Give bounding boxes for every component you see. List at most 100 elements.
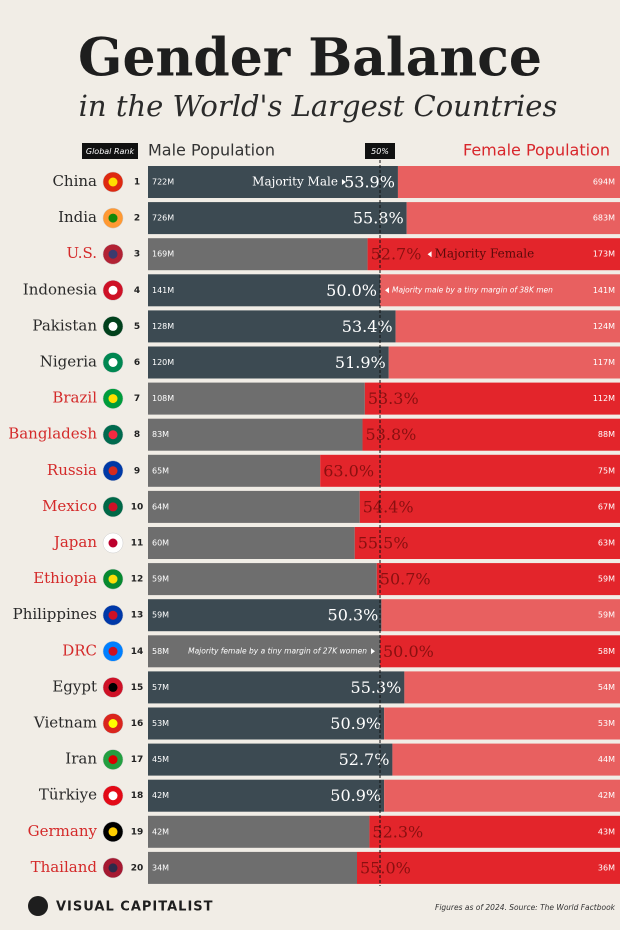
male-bar	[148, 490, 360, 523]
female-population: 59M	[598, 575, 615, 584]
female-bar	[404, 671, 620, 704]
flag-detail	[108, 863, 118, 873]
country-name: DRC	[62, 641, 97, 659]
male-bar	[148, 274, 380, 307]
flag-detail	[108, 285, 118, 295]
annotation-arrow	[341, 179, 346, 185]
male-population: 60M	[152, 539, 169, 548]
source-note: Figures as of 2024. Source: The World Fa…	[435, 903, 616, 912]
share-label: 53.8%	[366, 425, 417, 444]
annotation: Majority Female	[435, 247, 535, 261]
female-bar	[367, 238, 620, 271]
female-population: 694M	[593, 178, 615, 187]
female-population: 67M	[598, 502, 615, 511]
female-bar	[392, 743, 620, 776]
female-population: 54M	[598, 683, 615, 692]
share-label: 52.7%	[371, 245, 422, 264]
flag-detail	[108, 574, 118, 584]
male-bar	[148, 418, 363, 451]
rank: 8	[134, 430, 140, 440]
rank: 2	[134, 214, 140, 224]
male-bar	[148, 166, 398, 198]
male-bar	[148, 743, 393, 776]
rank: 10	[131, 502, 144, 512]
midline-label: 50%	[371, 147, 389, 156]
male-population: 726M	[152, 214, 174, 223]
country-name: Germany	[28, 822, 98, 840]
flag-detail	[108, 213, 118, 223]
female-population: 112M	[593, 394, 615, 403]
country-name: Iran	[65, 750, 97, 768]
subtitle: in the World's Largest Countries	[79, 89, 558, 123]
flag-detail	[108, 791, 118, 801]
rank-header: Global Rank	[86, 147, 135, 156]
female-bar	[369, 815, 620, 848]
share-label: 50.0%	[326, 281, 377, 300]
female-population: 141M	[593, 286, 615, 295]
female-population: 36M	[598, 863, 615, 872]
rank: 16	[131, 719, 144, 729]
female-bar	[320, 454, 620, 487]
female-population: 59M	[598, 611, 615, 620]
rank: 11	[131, 539, 144, 549]
rank: 12	[131, 575, 144, 585]
flag-detail	[108, 394, 118, 404]
share-label: 63.0%	[323, 461, 374, 480]
share-label: 55.0%	[360, 858, 411, 877]
female-bar	[395, 310, 620, 343]
flag-detail	[108, 646, 118, 656]
flag-detail	[108, 177, 118, 187]
country-name: Thailand	[31, 858, 98, 876]
country-name: Türkiye	[39, 786, 97, 804]
female-bar	[406, 202, 620, 235]
male-population: 722M	[152, 178, 174, 187]
annotation: Majority female by a tiny margin of 27K …	[188, 646, 367, 655]
share-label: 50.9%	[330, 786, 381, 805]
country-name: Japan	[52, 533, 98, 551]
flag-detail	[108, 755, 118, 765]
share-label: 52.7%	[339, 750, 390, 769]
male-bar	[148, 454, 321, 487]
male-bar	[148, 635, 380, 668]
female-bar	[384, 779, 620, 812]
share-label: 53.4%	[342, 317, 393, 336]
country-name: Ethiopia	[33, 569, 97, 587]
male-bar	[148, 707, 385, 740]
female-bar	[357, 851, 620, 884]
flag-detail	[108, 321, 118, 331]
share-label: 55.8%	[353, 209, 404, 228]
female-population: 173M	[593, 250, 615, 259]
rank: 4	[134, 286, 140, 296]
male-bar	[148, 346, 389, 379]
male-population: 141M	[152, 286, 174, 295]
flag-detail	[108, 538, 118, 548]
female-bar	[364, 382, 620, 415]
share-label: 55.5%	[358, 534, 409, 553]
female-bar	[359, 490, 620, 523]
title: Gender Balance	[78, 28, 542, 89]
female-population: 75M	[598, 466, 615, 475]
flag-detail	[108, 430, 118, 440]
male-population: 128M	[152, 322, 174, 331]
rank: 1	[134, 178, 140, 188]
country-name: Bangladesh	[8, 425, 97, 443]
rank: 9	[134, 466, 140, 476]
female-bar	[388, 346, 620, 379]
male-population: 34M	[152, 863, 169, 872]
female-population: 88M	[598, 430, 615, 439]
annotation: Majority male by a tiny margin of 38K me…	[392, 285, 553, 294]
male-population: 83M	[152, 430, 169, 439]
rank: 3	[134, 250, 140, 260]
share-label: 50.3%	[328, 606, 379, 625]
male-bar	[148, 202, 407, 235]
female-bar	[362, 418, 620, 451]
country-name: Russia	[47, 461, 97, 479]
female-population: 683M	[593, 214, 615, 223]
female-population: 63M	[598, 539, 615, 548]
rank: 20	[131, 863, 144, 873]
country-name: India	[58, 208, 97, 226]
country-name: China	[52, 172, 97, 190]
male-population: 59M	[152, 575, 169, 584]
rank: 18	[131, 791, 144, 801]
